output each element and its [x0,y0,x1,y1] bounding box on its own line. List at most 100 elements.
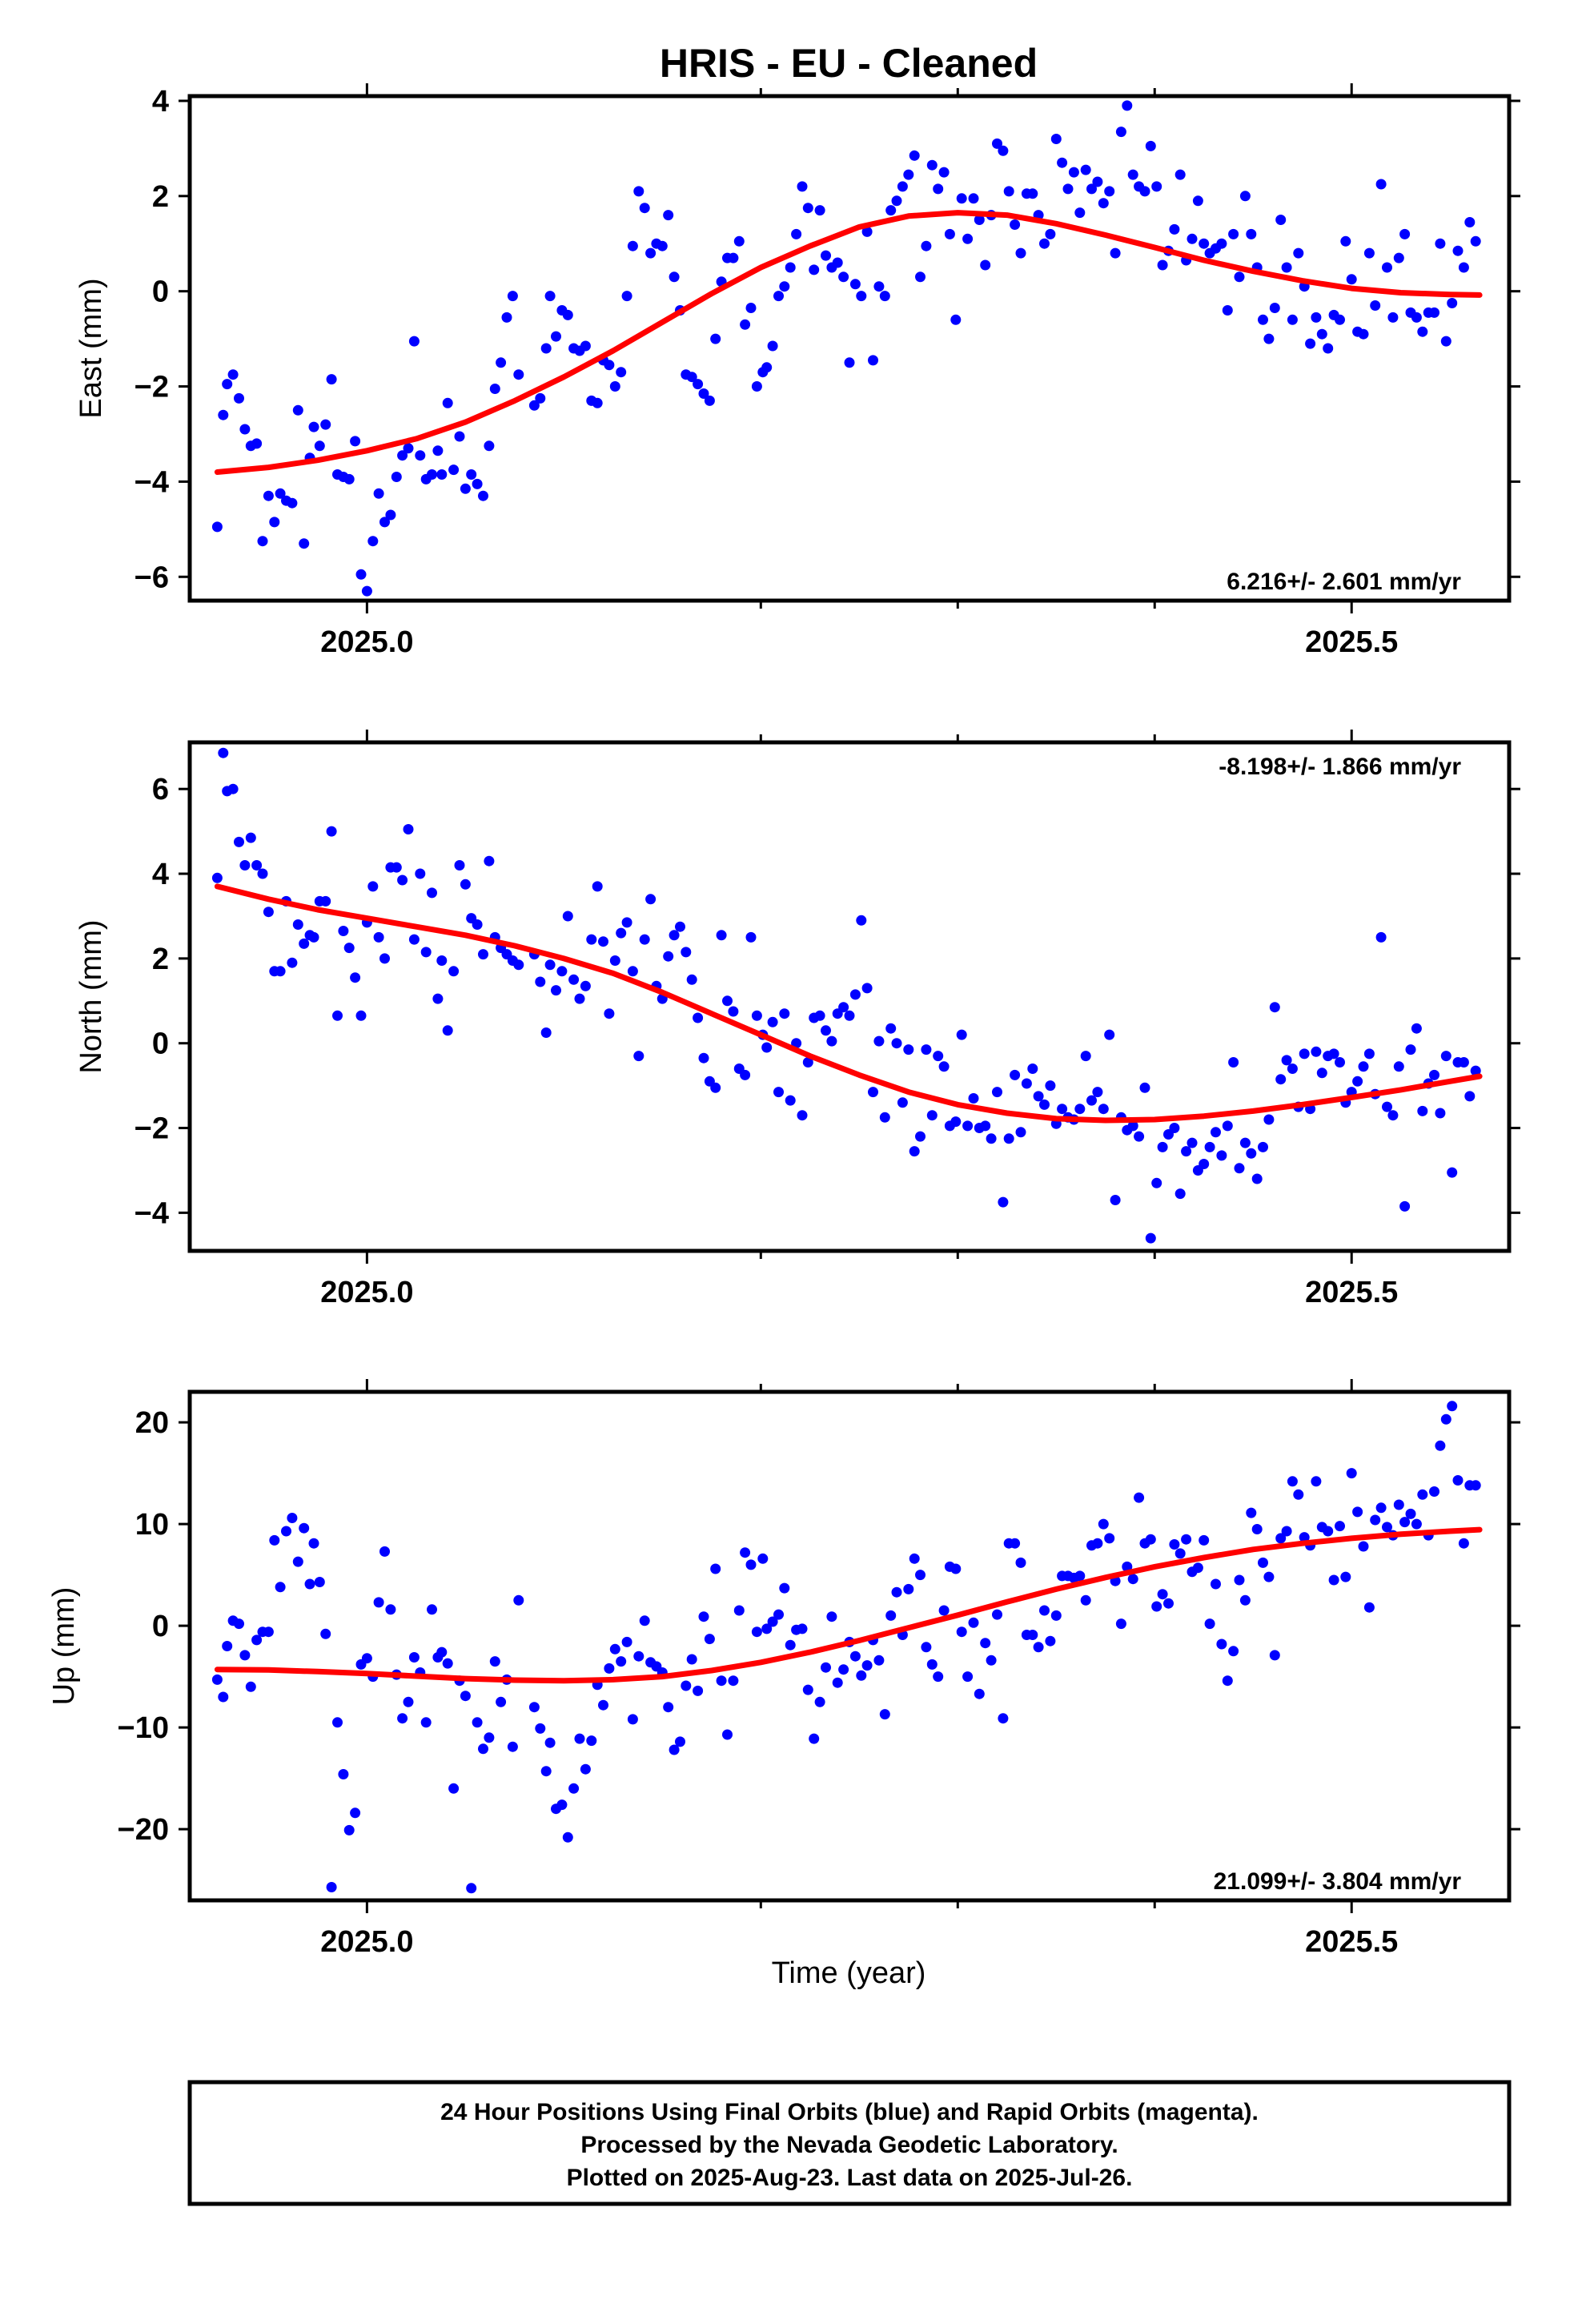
north-data-point [245,832,256,843]
y-tick-label: 6 [152,773,169,806]
east-data-point [1382,262,1392,273]
east-data-point [355,569,367,580]
east-data-point [733,235,745,247]
north-data-point [802,1057,813,1068]
up-data-point [616,1656,627,1667]
north-data-point [1027,1063,1038,1074]
north-data-point [442,1025,453,1036]
x-tick-label: 2025.0 [320,1276,413,1309]
up-data-point [686,1654,697,1665]
east-data-point [1305,338,1316,349]
east-data-point [933,183,944,195]
east-data-point [1346,274,1357,285]
east-data-point [1358,328,1369,340]
north-data-point [604,1008,615,1019]
north-data-point [1393,1061,1404,1072]
up-data-point [234,1618,244,1630]
north-data-point [1464,1091,1476,1102]
east-data-point [903,169,914,180]
north-data-point [968,1093,979,1104]
east-data-point [1145,140,1156,151]
north-data-point [535,976,546,987]
up-data-point [933,1671,944,1683]
east-data-point [645,247,656,259]
north-data-point [791,1038,802,1049]
north-data-point [320,895,331,907]
north-data-point [1405,1044,1416,1055]
up-data-point [403,1696,414,1707]
north-data-point [609,955,620,966]
east-data-point [292,404,303,416]
east-data-point [956,193,967,204]
up-data-point [745,1559,757,1570]
y-tick-label: 0 [152,275,169,309]
east-data-point [1086,183,1097,195]
up-data-point [1405,1508,1416,1519]
north-data-point [1039,1099,1050,1110]
north-data-point [227,783,239,794]
north-data-point [1316,1068,1327,1079]
up-data-point [802,1684,813,1695]
x-tick-label: 2025.5 [1305,1276,1398,1309]
north-data-point [562,911,573,922]
north-data-point [826,1035,837,1047]
east-data-point [621,291,632,302]
east-data-point [454,431,465,442]
east-data-point [373,488,384,499]
up-data-point [821,1662,831,1673]
east-data-point [211,521,223,533]
up-data-point [269,1534,280,1546]
north-data-point [234,836,244,847]
up-data-point [287,1513,298,1523]
up-data-point [986,1655,997,1666]
east-data-point [544,291,556,302]
up-data-point [373,1597,384,1608]
east-data-point [1186,233,1198,244]
east-data-point [992,138,1002,149]
up-data-point [308,1538,319,1549]
north-data-point [891,1038,902,1049]
up-data-point [472,1717,483,1728]
up-data-point [1192,1562,1203,1574]
north-data-point [938,1061,950,1072]
east-data-point [1080,164,1091,175]
east-data-point [1003,186,1014,197]
up-data-point [1375,1502,1387,1514]
north-data-point [454,860,465,870]
east-data-point [218,409,229,420]
east-data-point [287,497,298,509]
up-data-point [938,1605,950,1616]
east-data-point [791,228,802,239]
east-data-point [1074,207,1086,219]
y-tick-label: −6 [135,561,169,594]
north-data-point [1033,1091,1044,1102]
east-data-point [1435,238,1446,249]
up-data-point [1074,1570,1086,1582]
up-data-point [1263,1571,1275,1582]
north-data-point [669,930,680,941]
north-data-point [448,966,460,977]
north-data-point [1311,1046,1322,1057]
east-data-point [432,445,444,456]
east-data-point [540,343,552,354]
up-data-point [1134,1492,1145,1503]
east-data-point [1068,167,1079,178]
up-data-point [408,1652,420,1663]
east-rate-label: 6.216+/- 2.601 mm/yr [1227,569,1461,595]
north-data-point [915,1131,926,1142]
north-data-point [1335,1057,1345,1068]
east-data-point [350,436,361,447]
east-data-point [728,252,739,263]
north-data-point [287,957,298,968]
east-data-point [1115,127,1126,138]
north-data-point [1145,1232,1156,1244]
north-data-point [367,881,379,892]
north-data-point [1086,1095,1097,1106]
x-axis-label: Time (year) [772,1956,926,1990]
up-data-point [710,1563,721,1574]
up-data-point [1429,1486,1439,1497]
up-data-point [1458,1538,1469,1549]
north-data-point [956,1029,967,1040]
up-data-point [921,1642,932,1653]
north-data-point [663,951,674,962]
